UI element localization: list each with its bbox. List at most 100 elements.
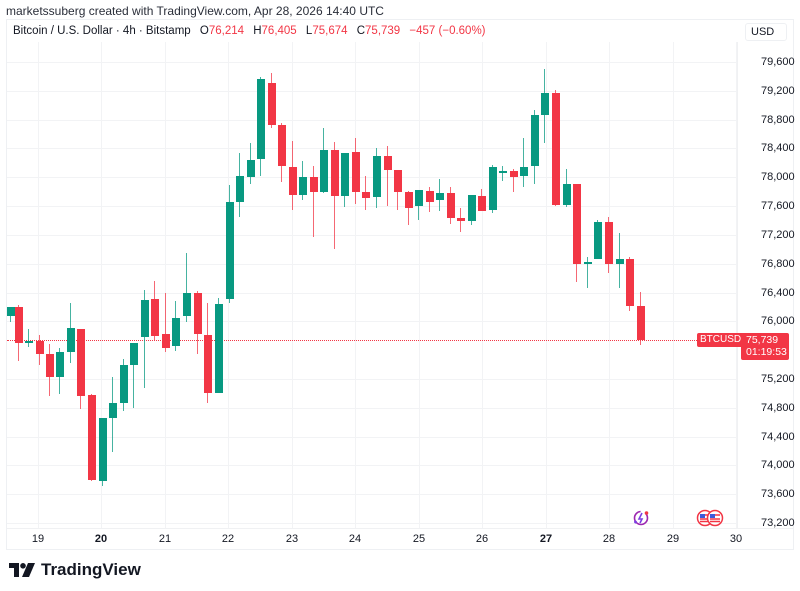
- time-axis[interactable]: [7, 528, 793, 549]
- bearish-candle[interactable]: [76, 329, 85, 397]
- candle-wick: [387, 145, 388, 207]
- bullish-candle[interactable]: [108, 403, 117, 418]
- bullish-candle[interactable]: [140, 299, 149, 338]
- high-value: 76,405: [261, 25, 297, 37]
- bullish-candle[interactable]: [182, 293, 191, 317]
- ohlc-legend: Bitcoin / U.S. Dollar · 4h · Bitstamp O7…: [13, 25, 486, 37]
- candle-wick: [144, 290, 145, 389]
- vertical-gridline: [165, 42, 166, 528]
- bearish-candle[interactable]: [404, 191, 413, 208]
- vertical-gridline: [609, 42, 610, 528]
- bullish-candle[interactable]: [519, 167, 528, 176]
- bearish-candle[interactable]: [309, 176, 318, 193]
- bullish-candle[interactable]: [340, 152, 349, 196]
- bullish-candle[interactable]: [55, 352, 64, 378]
- bullish-candle[interactable]: [171, 317, 180, 346]
- bearish-candle[interactable]: [193, 293, 202, 334]
- bullish-candle[interactable]: [435, 193, 444, 201]
- bearish-candle[interactable]: [87, 394, 96, 481]
- chart-plot-area[interactable]: [7, 42, 737, 528]
- bullish-candle[interactable]: [214, 304, 223, 393]
- bearish-candle[interactable]: [267, 82, 276, 125]
- tradingview-logo[interactable]: TradingView: [9, 560, 141, 580]
- bullish-candle[interactable]: [372, 155, 381, 198]
- bearish-candle[interactable]: [551, 92, 560, 205]
- price-change: −457 (−0.60%): [409, 25, 486, 37]
- bullish-candle[interactable]: [66, 327, 75, 353]
- currency-button[interactable]: USD: [745, 23, 787, 41]
- bullish-candle[interactable]: [467, 195, 476, 222]
- bullish-candle[interactable]: [498, 171, 507, 174]
- price-tick-label: 74,000: [761, 459, 795, 472]
- horizontal-gridline: [7, 292, 737, 294]
- bearish-candle[interactable]: [572, 184, 581, 264]
- bearish-candle[interactable]: [636, 305, 645, 341]
- bullish-candle[interactable]: [530, 115, 539, 167]
- date-tick-label: 23: [285, 533, 299, 545]
- bullish-candle[interactable]: [98, 417, 107, 482]
- bullish-candle[interactable]: [298, 176, 307, 195]
- chart-frame: [6, 19, 794, 550]
- bearish-candle[interactable]: [277, 124, 286, 167]
- bearish-candle[interactable]: [383, 155, 392, 171]
- bullish-candle[interactable]: [593, 221, 602, 259]
- bullish-candle[interactable]: [235, 175, 244, 203]
- bearish-candle[interactable]: [509, 171, 518, 177]
- candle-wick: [186, 252, 187, 323]
- bullish-candle[interactable]: [7, 306, 15, 316]
- vertical-gridline: [482, 42, 483, 528]
- bearish-candle[interactable]: [288, 167, 297, 195]
- bearish-candle[interactable]: [45, 353, 54, 378]
- candle-wick: [523, 138, 524, 188]
- bearish-candle[interactable]: [361, 191, 370, 199]
- low-value: 75,674: [312, 25, 348, 37]
- bullish-candle[interactable]: [488, 167, 497, 211]
- bullish-candle[interactable]: [129, 342, 138, 366]
- bullish-candle[interactable]: [615, 258, 624, 264]
- date-tick-label: 19: [31, 533, 45, 545]
- us-flag-event-icon[interactable]: [696, 509, 724, 527]
- bullish-candle[interactable]: [256, 79, 265, 160]
- bearish-candle[interactable]: [14, 306, 23, 343]
- high-label: H: [253, 25, 262, 37]
- bearish-candle[interactable]: [393, 170, 402, 193]
- price-axis[interactable]: [737, 42, 793, 528]
- date-tick-label: 20: [94, 533, 108, 545]
- candle-wick: [502, 166, 503, 181]
- bearish-candle[interactable]: [446, 193, 455, 218]
- bullish-candle[interactable]: [562, 184, 571, 206]
- bearish-candle[interactable]: [203, 334, 212, 393]
- vertical-gridline: [101, 42, 102, 528]
- close-label: C: [356, 25, 366, 37]
- bullish-candle[interactable]: [319, 149, 328, 193]
- horizontal-gridline: [7, 206, 737, 208]
- price-tick-label: 78,000: [761, 171, 795, 184]
- bar-countdown: 01:19:53: [746, 346, 787, 359]
- bullish-candle[interactable]: [246, 159, 255, 178]
- dividend-split-icon[interactable]: [631, 509, 651, 527]
- bullish-candle[interactable]: [583, 261, 592, 264]
- price-tick-label: 74,400: [761, 430, 795, 443]
- bearish-candle[interactable]: [351, 152, 360, 192]
- bearish-candle[interactable]: [625, 258, 634, 307]
- bullish-candle[interactable]: [225, 201, 234, 299]
- bearish-candle[interactable]: [456, 217, 465, 222]
- candle-wick: [133, 343, 134, 408]
- last-price-value: 75,739: [746, 334, 779, 347]
- bearish-candle[interactable]: [150, 298, 159, 336]
- bearish-candle[interactable]: [161, 334, 170, 348]
- bearish-candle[interactable]: [604, 221, 613, 264]
- date-tick-label: 24: [348, 533, 362, 545]
- price-tick-label: 73,600: [761, 488, 795, 501]
- bearish-candle[interactable]: [330, 149, 339, 196]
- bullish-candle[interactable]: [540, 92, 549, 115]
- bullish-candle[interactable]: [414, 190, 423, 207]
- bearish-candle[interactable]: [425, 190, 434, 202]
- bearish-candle[interactable]: [35, 340, 44, 354]
- close-value: 75,739: [365, 25, 401, 37]
- date-tick-label: 25: [412, 533, 426, 545]
- bullish-candle[interactable]: [119, 365, 128, 404]
- bullish-candle[interactable]: [24, 340, 33, 343]
- bearish-candle[interactable]: [477, 195, 486, 212]
- horizontal-gridline: [7, 436, 737, 438]
